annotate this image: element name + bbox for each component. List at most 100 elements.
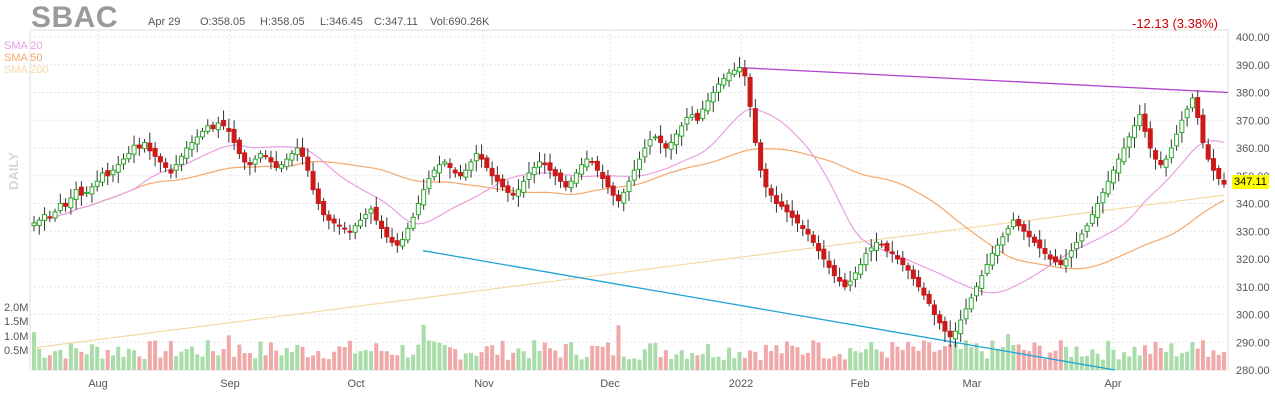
- volume-bar: [774, 345, 779, 370]
- volume-bar: [179, 351, 184, 370]
- volume-bar: [74, 348, 79, 370]
- volume-bar: [200, 356, 205, 370]
- volume-bar: [247, 352, 252, 370]
- candle-body: [494, 174, 500, 182]
- volume-bar: [763, 344, 768, 370]
- volume-bar: [1174, 356, 1179, 370]
- volume-bar: [453, 348, 458, 370]
- candle-body: [1031, 236, 1037, 243]
- volume-bar: [84, 354, 89, 370]
- volume-bar: [437, 342, 442, 370]
- volume-bar: [442, 345, 447, 370]
- candle-body: [110, 169, 116, 176]
- candle-body: [484, 157, 490, 168]
- y-tick-label: 280.00: [1236, 365, 1270, 377]
- y-tick-label: 400.00: [1236, 32, 1270, 44]
- volume-bar: [684, 358, 689, 370]
- volume-bar: [963, 340, 968, 370]
- candle-body: [1137, 114, 1143, 127]
- volume-bar: [885, 357, 890, 370]
- volume-bar: [147, 341, 152, 370]
- volume-bar: [63, 358, 68, 370]
- y-tick-label: 370.00: [1236, 115, 1270, 127]
- candle-body: [526, 172, 532, 180]
- candle-body: [1063, 258, 1069, 267]
- volume-bar: [958, 349, 963, 370]
- candle-body: [784, 204, 790, 213]
- candle-body: [637, 158, 643, 170]
- volume-bar: [411, 354, 416, 370]
- volume-bar: [211, 351, 216, 370]
- volume-bar: [1158, 348, 1163, 370]
- volume-bar: [632, 358, 637, 370]
- candle-body: [1221, 179, 1227, 185]
- ticker-symbol: SBAC: [31, 1, 119, 34]
- volume-bar: [990, 340, 995, 370]
- volume-bar: [137, 356, 142, 370]
- volume-bar: [284, 347, 289, 370]
- candle-body: [779, 201, 785, 207]
- candle-body: [916, 276, 922, 288]
- candle-body: [231, 128, 237, 143]
- volume-bar: [895, 346, 900, 370]
- y-tick-label: 310.00: [1236, 282, 1270, 294]
- volume-bar: [558, 357, 563, 370]
- volume-bar: [927, 342, 932, 370]
- volume-bar: [242, 352, 247, 370]
- candle-body: [868, 247, 874, 252]
- volume-bar: [1011, 344, 1016, 370]
- volume-bar: [1164, 352, 1169, 370]
- volume-bar: [1106, 340, 1111, 370]
- candle-body: [1184, 108, 1190, 119]
- candle-body: [821, 248, 827, 260]
- candle-body: [558, 172, 564, 182]
- volume-bar: [253, 358, 258, 370]
- ohlc-close: C:347.11: [374, 16, 418, 28]
- candle-body: [1216, 168, 1222, 180]
- volume-bar: [226, 335, 231, 370]
- volume-bar: [168, 340, 173, 370]
- volume-bar: [1222, 351, 1226, 370]
- volume-bar: [1148, 353, 1153, 370]
- candle-body: [242, 152, 248, 163]
- volume-bar: [268, 342, 273, 370]
- candle-body: [168, 169, 174, 174]
- volume-bar: [279, 355, 284, 370]
- candle-body: [884, 243, 890, 252]
- volume-bar: [295, 344, 300, 370]
- candle-body: [515, 189, 521, 197]
- candle-body: [321, 200, 327, 216]
- candle-body: [942, 321, 948, 332]
- candle-body: [1110, 169, 1116, 184]
- volume-bar: [863, 349, 868, 370]
- volume-bar: [1195, 348, 1200, 370]
- candle-body: [889, 251, 895, 254]
- candle-body: [826, 260, 832, 268]
- timeframe-label: DAILY: [6, 152, 21, 190]
- last-price-tag: 347.11: [1232, 175, 1269, 189]
- volume-bar: [332, 351, 337, 370]
- candle-body: [952, 330, 958, 340]
- candle-body: [1174, 133, 1180, 147]
- candle-body: [194, 136, 200, 145]
- volume-bar: [479, 352, 484, 370]
- volume-bar: [32, 332, 36, 370]
- candle-body: [210, 124, 216, 130]
- candle-body: [384, 226, 390, 238]
- volume-bar: [806, 352, 811, 370]
- volume-bar: [1100, 359, 1105, 370]
- volume-bar: [827, 358, 832, 370]
- volume-bar: [890, 342, 895, 370]
- x-tick-label: Mar: [963, 378, 982, 390]
- candle-body: [163, 162, 169, 168]
- candle-body: [389, 236, 395, 243]
- volume-bar: [1185, 351, 1190, 370]
- volume-bar: [374, 343, 379, 370]
- candle-body: [252, 158, 258, 165]
- candle-body: [1126, 136, 1132, 148]
- volume-bar: [426, 340, 431, 370]
- volume-bar: [116, 346, 121, 370]
- volume-bar: [932, 351, 937, 370]
- volume-bar: [1132, 346, 1137, 370]
